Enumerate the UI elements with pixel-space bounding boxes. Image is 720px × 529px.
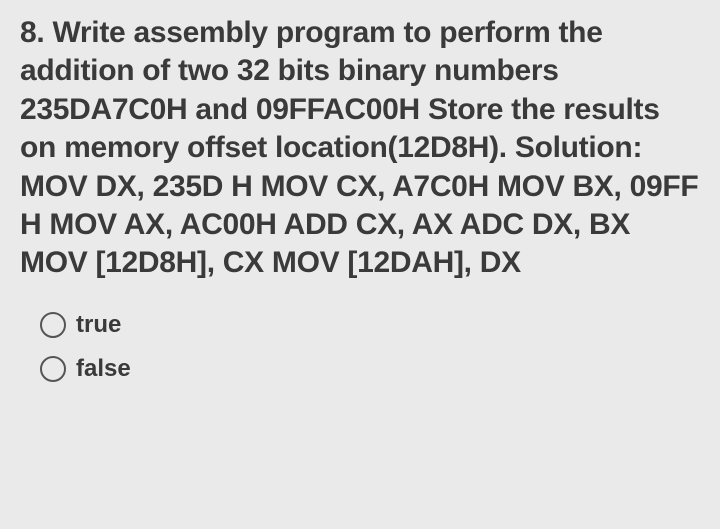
- radio-icon: [40, 356, 66, 382]
- options-group: true false: [20, 311, 700, 383]
- option-true[interactable]: true: [40, 311, 700, 339]
- question-text: 8. Write assembly program to perform the…: [20, 14, 700, 283]
- radio-icon: [40, 312, 66, 338]
- option-label-true: true: [76, 311, 121, 339]
- option-label-false: false: [76, 355, 131, 383]
- option-false[interactable]: false: [40, 355, 700, 383]
